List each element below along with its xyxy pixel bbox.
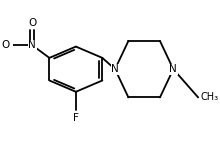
Text: N: N (28, 40, 36, 50)
Text: N: N (169, 64, 177, 74)
Text: O: O (28, 18, 36, 28)
Text: F: F (73, 113, 79, 123)
Text: O: O (1, 40, 9, 50)
Text: N: N (111, 64, 119, 74)
Text: CH₃: CH₃ (200, 92, 218, 102)
